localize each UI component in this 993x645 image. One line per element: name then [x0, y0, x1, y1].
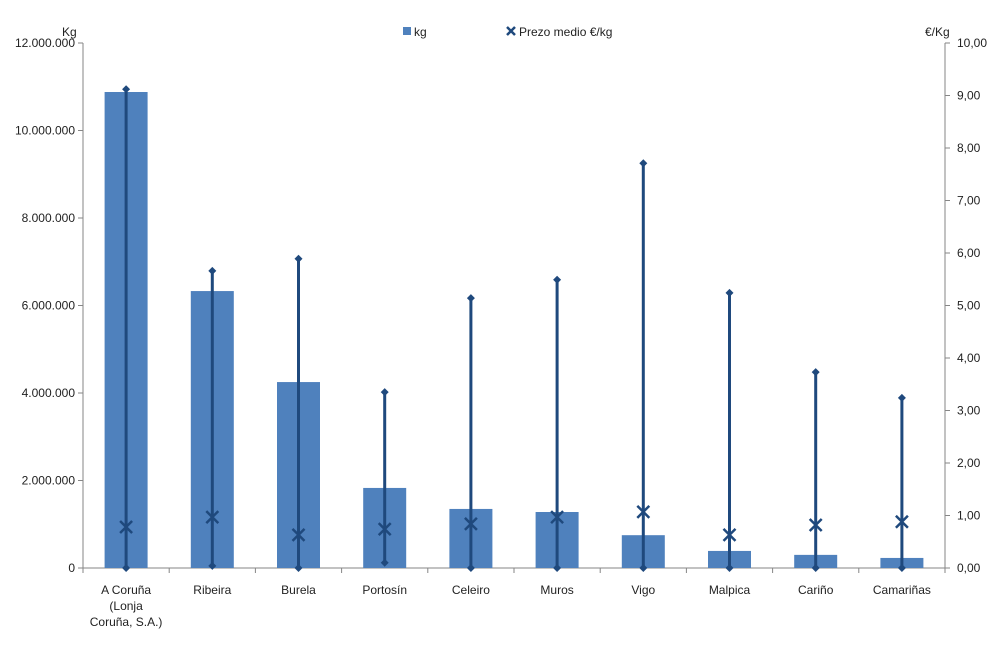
avg-price-marker — [808, 518, 823, 532]
left-tick-label: 8.000.000 — [22, 211, 76, 225]
low-marker — [380, 558, 389, 567]
x-category-label: Burela — [281, 583, 316, 597]
high-marker — [897, 393, 906, 402]
right-tick-label: 10,00 — [957, 36, 987, 50]
right-axis-title: €/Kg — [925, 25, 950, 39]
x-category-label: Camariñas — [873, 583, 931, 597]
high-marker — [466, 294, 475, 303]
left-axis-title: Kg — [62, 25, 77, 39]
right-tick-label: 7,00 — [957, 194, 981, 208]
avg-price-marker — [291, 528, 306, 542]
low-marker — [553, 564, 562, 572]
avg-price-marker — [464, 517, 478, 531]
high-marker — [294, 254, 303, 263]
x-category-label: Malpica — [709, 583, 751, 597]
x-category-label: Muros — [540, 583, 573, 597]
low-marker — [639, 564, 648, 572]
low-marker — [122, 564, 131, 572]
high-marker — [725, 288, 734, 297]
right-tick-label: 1,00 — [957, 509, 981, 523]
left-tick-label: 2.000.000 — [22, 474, 76, 488]
x-category-label: Coruña, S.A.) — [90, 615, 163, 629]
right-tick-label: 4,00 — [957, 351, 981, 365]
left-tick-label: 4.000.000 — [22, 386, 76, 400]
legend-label-kg: kg — [414, 25, 427, 39]
avg-price-marker — [550, 510, 564, 524]
avg-price-marker — [895, 514, 909, 529]
low-marker — [294, 564, 303, 572]
low-marker — [897, 564, 906, 572]
high-marker — [553, 275, 562, 284]
legend-swatch-kg — [403, 27, 411, 35]
x-category-label: Cariño — [798, 583, 834, 597]
high-marker — [208, 266, 217, 275]
left-tick-label: 10.000.000 — [15, 124, 75, 138]
legend-marker-price — [506, 26, 516, 36]
right-tick-label: 0,00 — [957, 561, 981, 575]
x-category-label: Portosín — [362, 583, 407, 597]
x-category-label: A Coruña — [101, 583, 151, 597]
high-marker — [122, 85, 131, 94]
x-category-label: Ribeira — [193, 583, 231, 597]
avg-price-marker — [205, 510, 220, 524]
x-category-label: Vigo — [631, 583, 655, 597]
avg-price-marker — [119, 520, 133, 534]
left-tick-label: 0 — [68, 561, 75, 575]
right-tick-label: 9,00 — [957, 89, 981, 103]
x-category-label: (Lonja — [109, 599, 143, 613]
high-marker — [639, 159, 648, 168]
right-tick-label: 5,00 — [957, 299, 981, 313]
low-marker — [725, 564, 734, 572]
high-marker — [811, 368, 820, 377]
high-marker — [380, 388, 389, 397]
avg-price-marker — [636, 504, 651, 519]
right-tick-label: 8,00 — [957, 141, 981, 155]
x-category-label: Celeiro — [452, 583, 490, 597]
low-marker — [466, 564, 475, 572]
legend-label-price: Prezo medio €/kg — [519, 25, 612, 39]
left-tick-label: 12.000.000 — [15, 36, 75, 50]
right-tick-label: 2,00 — [957, 456, 981, 470]
avg-price-marker — [722, 528, 737, 542]
low-marker — [811, 564, 820, 572]
avg-price-marker — [377, 522, 392, 537]
left-tick-label: 6.000.000 — [22, 299, 76, 313]
right-tick-label: 3,00 — [957, 404, 981, 418]
right-tick-label: 6,00 — [957, 246, 981, 260]
low-marker — [208, 561, 217, 570]
